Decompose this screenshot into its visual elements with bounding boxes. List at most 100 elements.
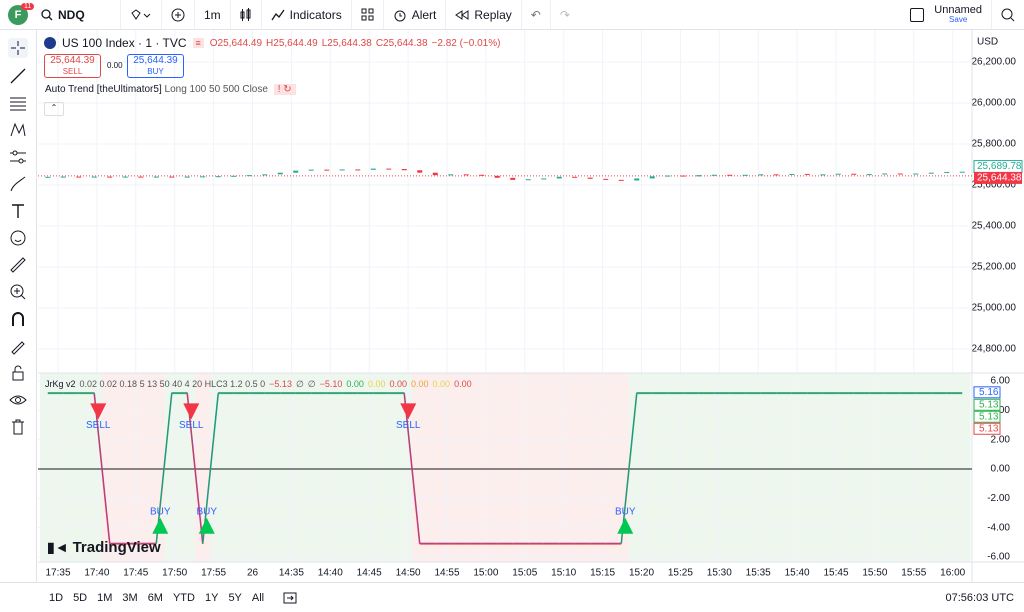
last-value-label: 5.13 <box>979 423 999 434</box>
fib-tool[interactable] <box>9 94 27 112</box>
range-button[interactable]: All <box>251 591 265 604</box>
undo[interactable]: ↶ <box>522 0 551 29</box>
candle <box>494 175 500 178</box>
range-button[interactable]: 1M <box>97 591 113 604</box>
layout[interactable]: Unnamed Save <box>901 0 992 29</box>
candle <box>293 170 299 173</box>
price-tick-label: 25,000.00 <box>972 303 1017 314</box>
study-warning[interactable]: ! ↻ <box>273 84 296 95</box>
brush-tool[interactable] <box>9 175 27 193</box>
indicators-label: Indicators <box>289 7 342 22</box>
indicator-zone <box>412 373 428 562</box>
date-range-icon[interactable] <box>283 591 299 605</box>
candle <box>944 172 950 174</box>
range-button[interactable]: 5Y <box>228 591 242 604</box>
emoji-tool[interactable] <box>9 229 27 247</box>
last-value-label: 5.16 <box>979 387 999 398</box>
candle <box>401 169 407 171</box>
zoom-tool[interactable] <box>9 283 27 301</box>
alert[interactable]: Alert <box>384 0 447 29</box>
ruler-tool[interactable] <box>9 256 27 274</box>
time-label: 15:35 <box>746 568 771 579</box>
legend-icons[interactable]: ≡ <box>192 38 204 48</box>
time-label: 14:55 <box>434 568 459 579</box>
indicator-zone <box>815 373 831 562</box>
chart-type[interactable] <box>231 0 262 29</box>
compare[interactable] <box>121 0 162 29</box>
buy-signal-label: BUY <box>150 506 171 517</box>
indicator-zone <box>846 373 862 562</box>
indicator-zone <box>334 373 351 562</box>
time-label: 15:55 <box>901 568 926 579</box>
range-button[interactable]: 6M <box>147 591 163 604</box>
sell-signal <box>400 403 417 420</box>
indicator-tick-label: 6.00 <box>991 376 1011 387</box>
candle <box>556 176 562 179</box>
candle <box>60 176 66 178</box>
pattern-tool[interactable] <box>9 121 27 139</box>
trendline-tool[interactable] <box>9 67 27 85</box>
range-button[interactable]: 1D <box>49 591 64 604</box>
projection-tool[interactable] <box>9 148 27 166</box>
buy-button[interactable]: 25,644.39 BUY <box>127 54 184 78</box>
indicator-zone <box>722 373 738 562</box>
indicator-tick-label: -6.00 <box>987 552 1010 563</box>
candle <box>618 179 624 181</box>
range-button[interactable]: 1Y <box>204 591 219 604</box>
hide-tool[interactable] <box>9 391 27 409</box>
text-tool[interactable] <box>9 202 27 220</box>
indicator-zone <box>272 373 289 562</box>
chart: 17:35 17:40 17:45 17:50 17:55 26 14:35 14:40 14:… <box>38 30 1024 582</box>
symbol-search[interactable]: NDQ <box>32 0 121 29</box>
collapse-button[interactable]: ⌃ <box>44 102 64 116</box>
range-button[interactable]: YTD <box>172 591 195 604</box>
candle <box>680 175 686 177</box>
last-value-label: 5.13 <box>979 399 999 410</box>
indicator-zone <box>117 373 134 562</box>
candle <box>277 172 283 175</box>
trash-tool[interactable] <box>9 418 27 436</box>
range-button[interactable]: 3M <box>122 591 138 604</box>
indicator-zone <box>381 373 397 562</box>
time-label: 17:45 <box>123 568 148 579</box>
range-button[interactable]: 5D <box>73 591 88 604</box>
indicator-legend: JrKg v2 0.02 0.02 0.18 5 13 50 40 4 20 H… <box>45 379 472 390</box>
profile[interactable]: F 11 <box>0 0 35 29</box>
candle <box>91 176 97 178</box>
lock-tool[interactable] <box>9 364 27 382</box>
indicators[interactable]: Indicators <box>262 0 352 29</box>
indicator-tick-label: 2.00 <box>991 434 1011 445</box>
indicator-zone <box>582 373 599 562</box>
indicator-readout: −5.10 <box>319 379 343 389</box>
candle <box>107 176 113 178</box>
chart-area: 17:35 17:40 17:45 17:50 17:55 26 14:35 14:40 14:… <box>38 30 1024 587</box>
crosshair-tool[interactable] <box>8 38 28 58</box>
indicator-zone <box>753 373 769 562</box>
sell-button[interactable]: 25,644.39 SELL <box>44 54 101 78</box>
spread: 0.00 <box>107 61 123 70</box>
replay[interactable]: Replay <box>446 0 522 29</box>
buy-signal-label: BUY <box>615 506 636 517</box>
indicator-zone <box>784 373 800 562</box>
icon <box>1001 8 1015 21</box>
icon <box>240 7 251 21</box>
candle <box>169 176 175 178</box>
indicator-zone <box>102 373 118 562</box>
indicator-zone <box>489 373 506 562</box>
candle <box>851 173 857 175</box>
indicator-zone <box>505 373 521 562</box>
quick-search[interactable] <box>992 0 1024 29</box>
bottom-bar: 1D 5D 1M 3M 6M YTD 1Y 5Y All 07:56:03 UTC <box>0 582 1024 612</box>
time-label: 15:20 <box>629 568 654 579</box>
indicator-zone <box>923 373 940 562</box>
price-tick-label: 26,200.00 <box>972 57 1017 68</box>
stay-drawing-tool[interactable] <box>9 337 27 355</box>
interval[interactable]: 1m <box>195 0 231 29</box>
add-symbol[interactable] <box>162 0 195 29</box>
indicator-zone <box>598 373 614 562</box>
icon <box>361 8 374 21</box>
redo[interactable]: ↷ <box>559 7 570 22</box>
candle <box>804 173 810 175</box>
magnet-tool[interactable] <box>9 310 27 328</box>
templates[interactable] <box>352 0 384 29</box>
